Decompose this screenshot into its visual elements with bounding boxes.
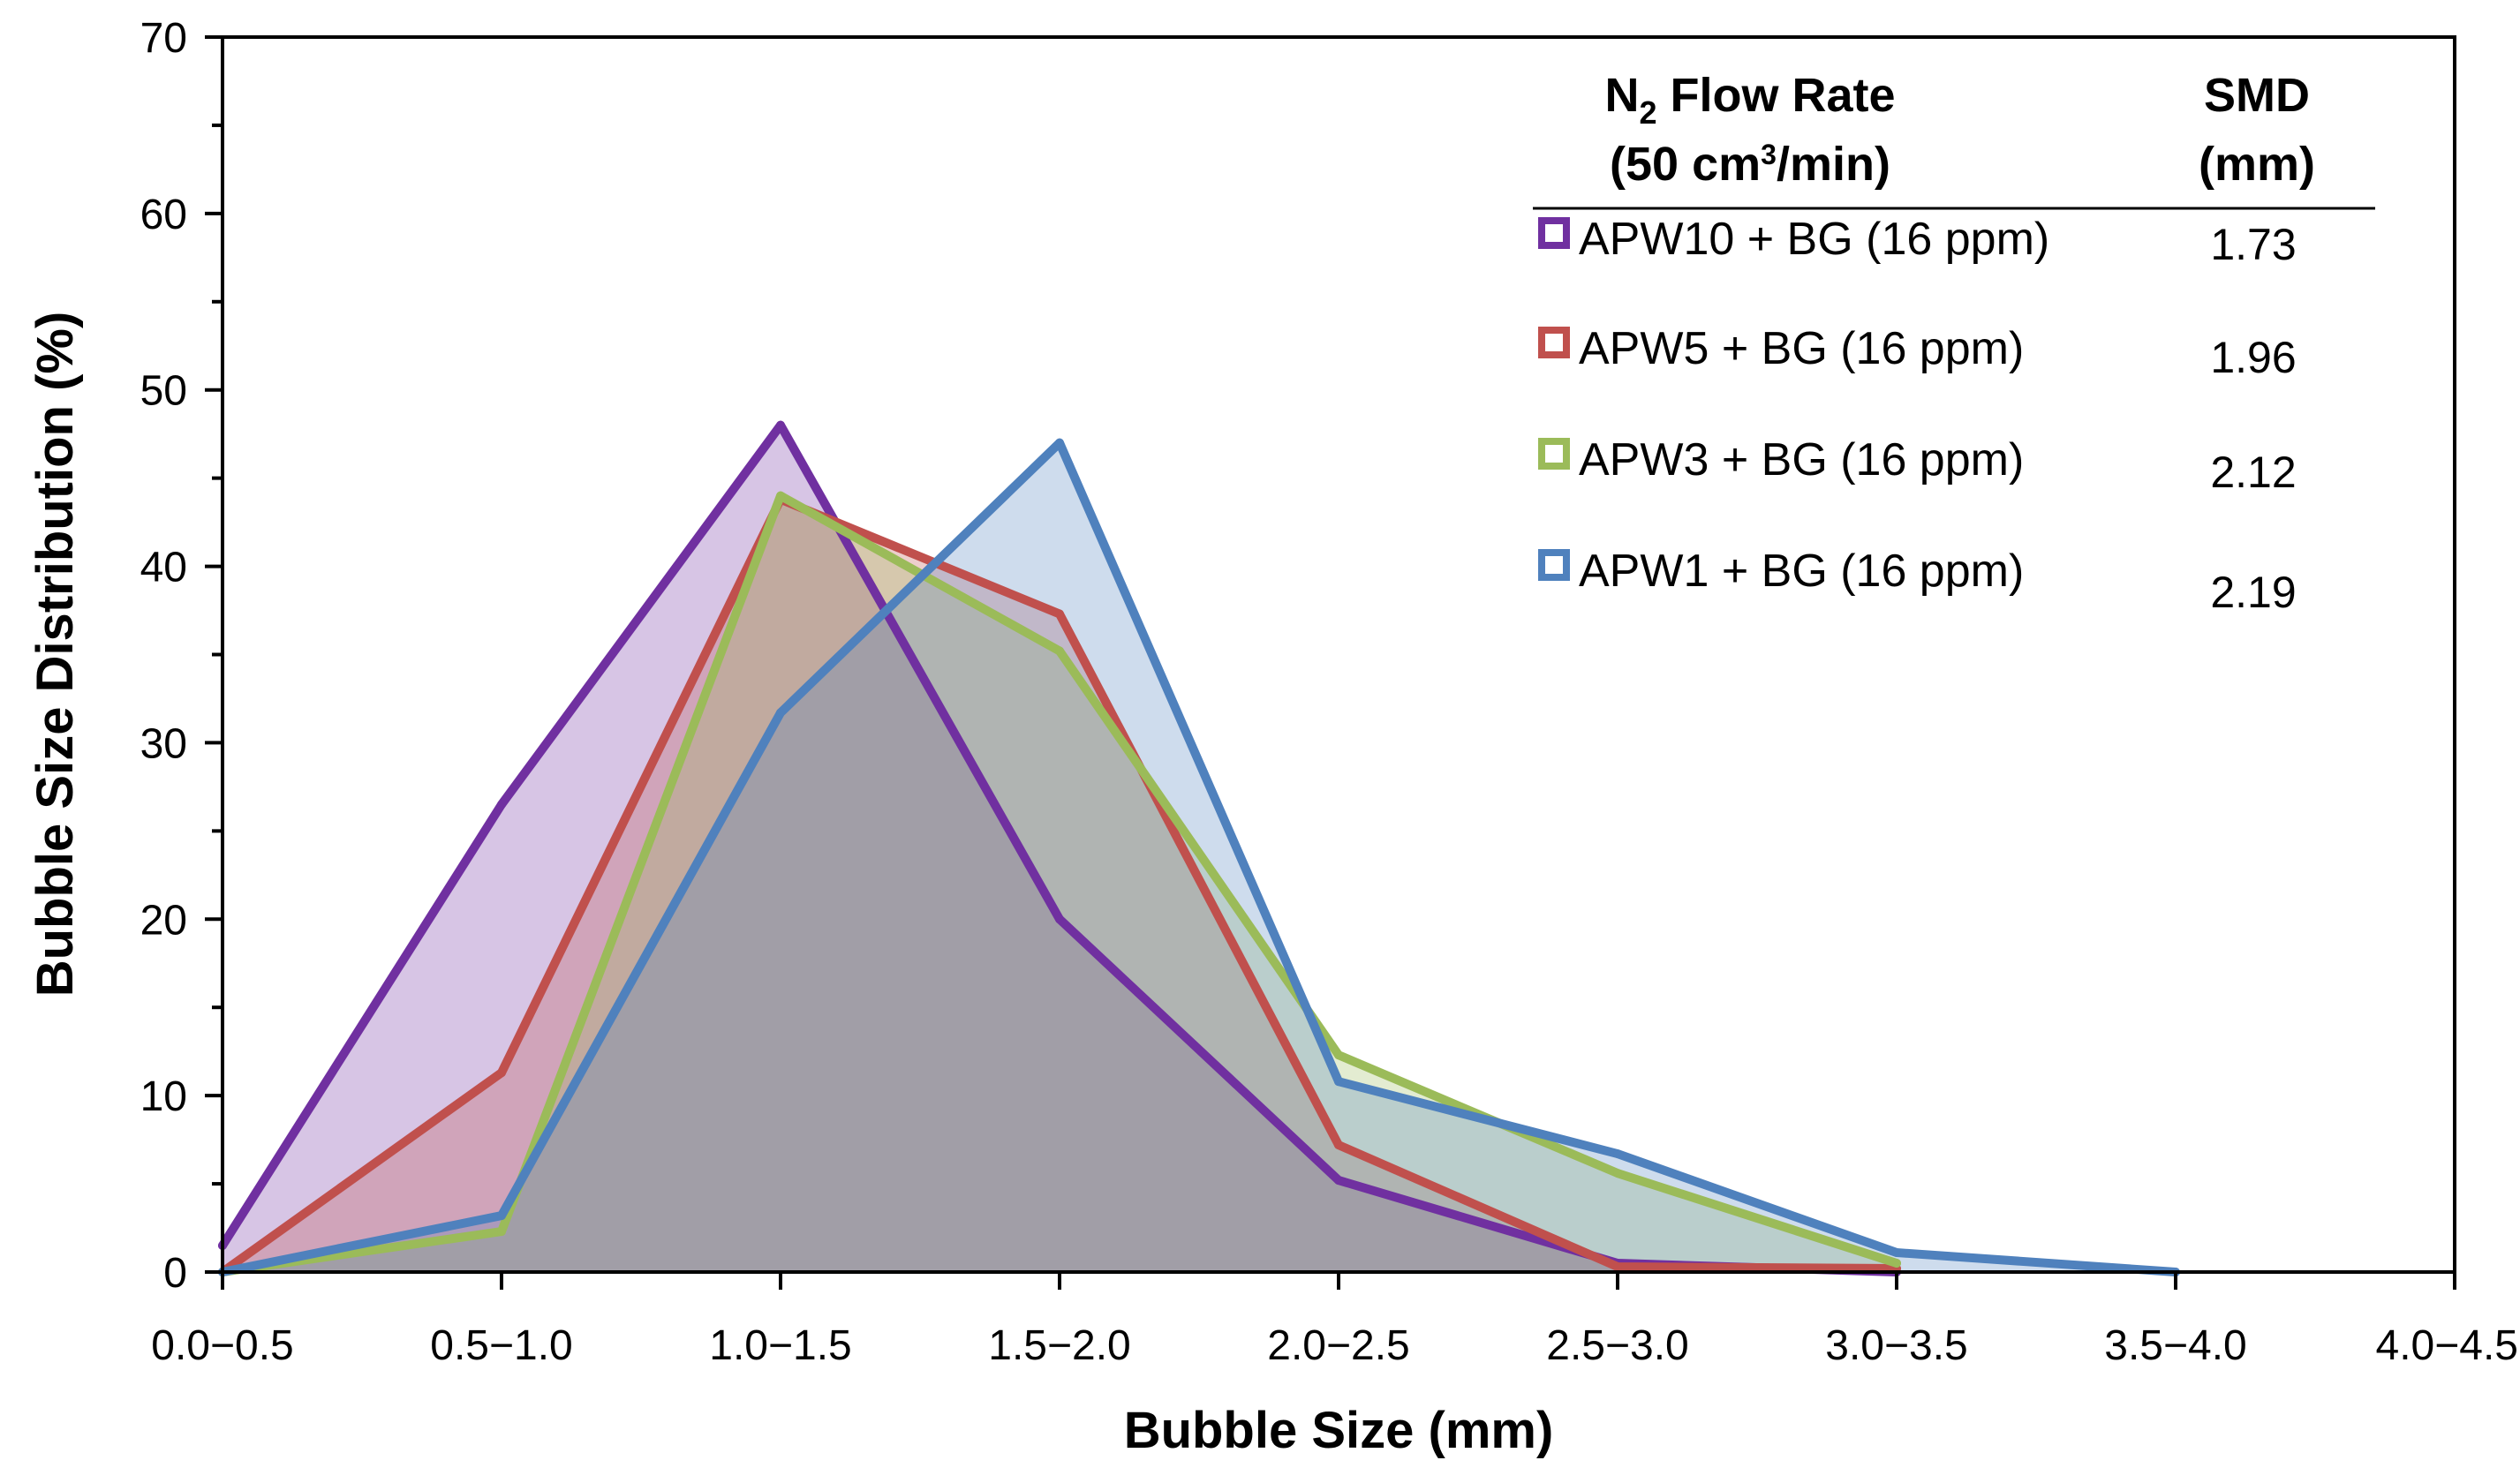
x-tick-label: 2.0−2.5 (1267, 1322, 1409, 1369)
legend-label-2: APW5 + BG (16 ppm) (1579, 323, 2024, 374)
legend-smd-2: 1.96 (2210, 333, 2296, 382)
legend-swatch-3 (1538, 438, 1570, 470)
x-tick-label: 0.0−0.5 (151, 1322, 293, 1369)
x-tick-label: 0.5−1.0 (430, 1322, 572, 1369)
y-tick-label: 0 (163, 1250, 187, 1297)
data-point-s4-3 (1055, 438, 1064, 448)
series-area-2 (223, 499, 1897, 1272)
series-lines (218, 420, 2180, 1276)
data-point-s1-1 (497, 800, 506, 809)
legend-smd-3: 2.12 (2210, 448, 2296, 497)
y-axis: 0 10 20 30 40 50 60 70 (140, 15, 223, 1297)
y-tick-label: 40 (140, 545, 187, 591)
y-tick-label: 10 (140, 1073, 187, 1120)
data-point-s4-1 (497, 1211, 506, 1221)
data-point-s2-3 (1055, 609, 1064, 619)
series-area-1 (223, 425, 1897, 1273)
x-tick-label: 4.0−4.5 (2376, 1322, 2518, 1369)
data-point-s3-2 (776, 491, 785, 501)
legend-header-smd: SMD (2204, 69, 2310, 122)
x-tick-label: 3.0−3.5 (1825, 1322, 1967, 1369)
legend-header-smd-unit: (mm) (2199, 138, 2315, 191)
series-area-3 (223, 495, 1897, 1272)
y-axis-title: Bubble Size Distribution (%) (26, 312, 84, 997)
legend-swatch-4 (1538, 549, 1570, 581)
data-point-s4-4 (1334, 1077, 1343, 1087)
data-point-s3-6 (1892, 1259, 1901, 1268)
legend-label-1: APW10 + BG (16 ppm) (1579, 214, 2049, 265)
y-tick-label: 70 (140, 15, 187, 62)
data-point-s2-1 (497, 1068, 506, 1078)
x-axis-title: Bubble Size (mm) (1124, 1402, 1554, 1459)
data-point-s1-2 (776, 420, 785, 430)
series-line-4 (218, 438, 2180, 1276)
y-tick-label: 30 (140, 720, 187, 767)
y-tick-label: 20 (140, 897, 187, 944)
legend: N2 Flow Rate (50 cm3/min) SMD (mm) APW10… (1533, 69, 2375, 617)
legend-smd-4: 2.19 (2210, 568, 2296, 617)
data-point-s3-5 (1613, 1169, 1622, 1178)
x-tick-label: 3.5−4.0 (2104, 1322, 2246, 1369)
legend-header-rate: (50 cm3/min) (1610, 138, 1890, 191)
data-point-s3-3 (1055, 646, 1064, 656)
data-point-s4-5 (1613, 1149, 1622, 1159)
data-point-s2-5 (1613, 1262, 1622, 1272)
legend-label-3: APW3 + BG (16 ppm) (1579, 434, 2024, 486)
legend-smd-1: 1.73 (2210, 220, 2296, 269)
data-point-s3-1 (497, 1227, 506, 1237)
data-point-s3-4 (1334, 1050, 1343, 1060)
data-point-s1-3 (1055, 915, 1064, 924)
legend-swatch-2 (1538, 327, 1570, 358)
data-point-s4-6 (1892, 1248, 1901, 1258)
data-point-s4-2 (776, 708, 785, 718)
legend-label-4: APW1 + BG (16 ppm) (1579, 546, 2024, 597)
x-axis: 0.0−0.5 0.5−1.0 1.0−1.5 1.5−2.0 2.0−2.5 2.5−3… (151, 1272, 2518, 1369)
y-tick-label: 50 (140, 368, 187, 415)
x-tick-label: 2.5−3.0 (1546, 1322, 1688, 1369)
y-tick-label: 60 (140, 192, 187, 238)
legend-rows: APW10 + BG (16 ppm) 1.73 APW5 + BG (16 ppm… (1538, 214, 2297, 617)
x-tick-label: 1.0−1.5 (709, 1322, 851, 1369)
data-point-s1-4 (1334, 1176, 1343, 1186)
x-tick-label: 1.5−2.0 (988, 1322, 1130, 1369)
data-point-s2-4 (1334, 1140, 1343, 1150)
legend-swatch-1 (1538, 217, 1570, 249)
legend-header-flow: N2 Flow Rate (1604, 69, 1895, 131)
